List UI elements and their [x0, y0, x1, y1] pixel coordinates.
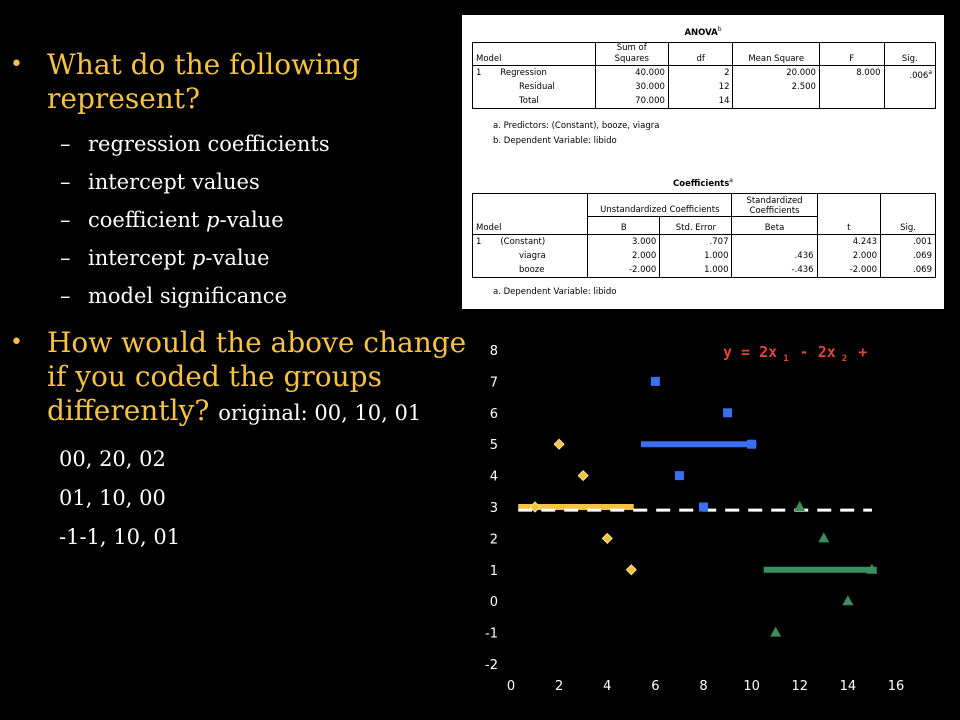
sub-item: – coefficient p-value [60, 208, 284, 232]
data-point-group-2 [650, 376, 660, 386]
x-tick-label: 2 [555, 679, 563, 694]
table-row: 1 Regression Residual Total 40.000 30.000… [472, 65, 937, 109]
y-tick-label: 5 [490, 438, 498, 453]
x-tick-label: 12 [791, 679, 808, 694]
data-point-group-1 [553, 438, 565, 450]
coding-option: 00, 20, 02 [59, 447, 166, 471]
bullet-question-2: How would the above change if you coded … [47, 326, 467, 430]
data-point-group-2 [674, 471, 684, 481]
anova-table: Model Sum of Squares df Mean Square F Si… [472, 42, 937, 109]
x-tick-label: 16 [888, 679, 905, 694]
data-point-group-2 [723, 408, 733, 418]
data-point-group-3 [794, 501, 806, 511]
data-point-group-1 [529, 501, 541, 513]
anova-note: b. Dependent Variable: libido [493, 136, 617, 146]
slide-text: • What do the following represent? – regr… [0, 0, 470, 720]
coding-option: 01, 10, 00 [59, 486, 166, 510]
y-tick-label: -2 [485, 658, 498, 673]
sub-item: – intercept p-value [60, 246, 270, 270]
scatter-chart: 8 7 6 5 4 3 2 1 0 -1 -2 0 2 4 6 8 10 12 14 16 y = 2x 1 - 2x 2… [460, 330, 960, 720]
data-point-group-2 [699, 502, 708, 512]
y-tick-label: 7 [490, 375, 498, 390]
x-tick-label: 8 [699, 679, 707, 694]
coefficients-title: Coefficientsa [673, 177, 733, 189]
data-point-group-3 [842, 595, 854, 606]
data-point-group-2 [747, 439, 757, 449]
sub-item: – regression coefficients [60, 132, 330, 156]
data-point-group-3 [770, 626, 782, 637]
data-point-group-1 [577, 470, 589, 482]
coefficients-note: a. Dependent Variable: libido [493, 287, 617, 297]
sub-item: – intercept values [60, 170, 260, 194]
y-tick-label: 4 [490, 470, 498, 485]
y-tick-label: 0 [490, 595, 498, 610]
x-tick-label: 14 [840, 679, 857, 694]
anova-title: ANOVAb [684, 26, 722, 38]
y-tick-label: -1 [485, 627, 498, 642]
table-header-row: Model Unstandardized Coefficients Standa… [471, 193, 936, 235]
data-point-group-1 [601, 532, 613, 544]
x-tick-label: 10 [743, 679, 760, 694]
y-tick-label: 3 [490, 501, 498, 516]
sub-item: – model significance [60, 284, 287, 308]
anova-note: a. Predictors: (Constant), booze, viagra [493, 121, 660, 131]
y-tick-label: 2 [490, 532, 498, 547]
coefficients-table: Model Unstandardized Coefficients Standa… [471, 193, 936, 278]
data-point-group-3 [866, 563, 878, 574]
x-tick-label: 4 [603, 679, 611, 694]
equation-annotation: y = 2x 1 - 2x 2 + [723, 343, 867, 364]
y-tick-label: 1 [490, 564, 498, 579]
y-tick-label: 6 [490, 407, 498, 422]
y-tick-label: 8 [490, 344, 498, 359]
bullet-question-1: What do the following represent? [47, 48, 360, 115]
table-row: 1 (Constant) viagra booze 3.000 2.000 -2.0… [471, 234, 936, 278]
data-point-group-1 [625, 564, 637, 576]
x-tick-label: 0 [507, 679, 515, 694]
table-header-row: Model Sum of Squares df Mean Square F Si… [472, 42, 937, 66]
x-tick-label: 6 [651, 679, 659, 694]
data-point-group-3 [818, 532, 830, 543]
bullet-question-2-text: How would the above change if you coded … [47, 326, 467, 427]
bullet-dot: • [10, 330, 23, 355]
coding-option: -1-1, 10, 01 [59, 525, 181, 549]
bullet-dot: • [10, 52, 23, 77]
spss-output-panel: ANOVAb Model Sum of Squares df Mean Squa… [462, 15, 944, 309]
original-coding: original: 00, 10, 01 [218, 401, 422, 425]
